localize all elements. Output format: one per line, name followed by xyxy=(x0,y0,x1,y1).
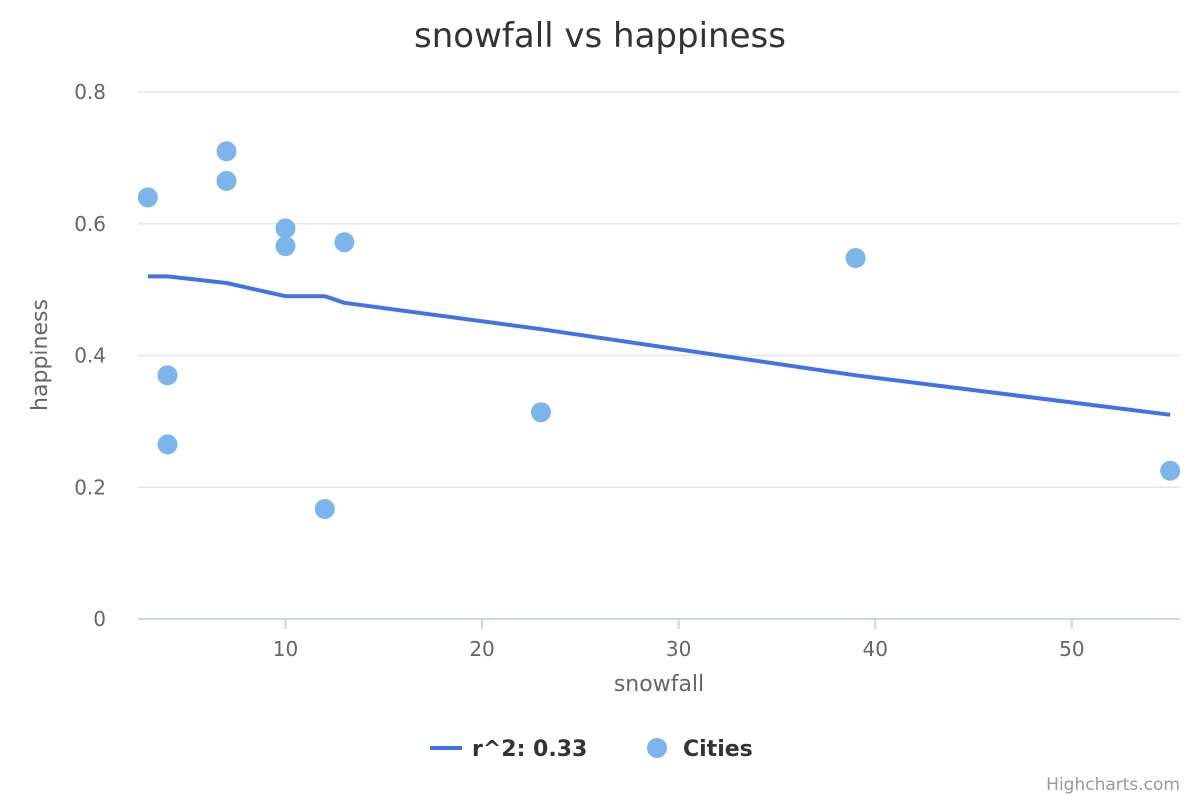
city-point[interactable] xyxy=(334,232,355,253)
legend: r^2: 0.33 Cities xyxy=(430,737,753,762)
y-tick-label: 0 xyxy=(93,607,106,631)
y-tick-label: 0.4 xyxy=(74,344,106,368)
city-point[interactable] xyxy=(531,402,551,423)
x-tick-label: 30 xyxy=(666,637,691,661)
y-tick-label: 0.6 xyxy=(74,212,106,236)
plot-area xyxy=(137,141,1181,519)
legend-item-line-series[interactable]: r^2: 0.33 xyxy=(430,737,587,762)
city-point[interactable] xyxy=(1160,460,1181,481)
legend-item-cities[interactable]: Cities xyxy=(647,737,753,762)
x-tick-label: 40 xyxy=(863,637,888,661)
city-point[interactable] xyxy=(275,218,296,239)
city-point[interactable] xyxy=(216,170,237,191)
legend-marker-cities xyxy=(647,738,667,758)
y-tick-label: 0.8 xyxy=(74,80,106,104)
city-point[interactable] xyxy=(275,236,296,257)
city-point[interactable] xyxy=(157,365,178,386)
x-tick-label: 50 xyxy=(1059,637,1084,661)
city-point[interactable] xyxy=(314,499,335,519)
city-point[interactable] xyxy=(157,434,178,455)
legend-label-line-series: r^2: 0.33 xyxy=(472,737,587,762)
legend-label-cities: Cities xyxy=(683,737,753,762)
regression-line[interactable] xyxy=(147,274,1171,417)
x-axis-title: snowfall xyxy=(614,672,704,697)
y-tick-label: 0.2 xyxy=(74,475,106,499)
city-point[interactable] xyxy=(216,141,237,162)
city-point[interactable] xyxy=(137,187,158,208)
city-point[interactable] xyxy=(845,248,866,268)
x-tick-label: 10 xyxy=(273,637,298,661)
grid-lines xyxy=(138,91,1180,488)
x-tick-label: 20 xyxy=(469,637,494,661)
x-axis: 10 20 30 40 50 xyxy=(138,618,1180,661)
y-axis-ticks: 0 0.2 0.4 0.6 0.8 xyxy=(74,80,106,631)
credits-link[interactable]: Highcharts.com xyxy=(1046,775,1180,795)
y-axis-title: happiness xyxy=(28,299,53,411)
chart-title: snowfall vs happiness xyxy=(414,16,786,56)
